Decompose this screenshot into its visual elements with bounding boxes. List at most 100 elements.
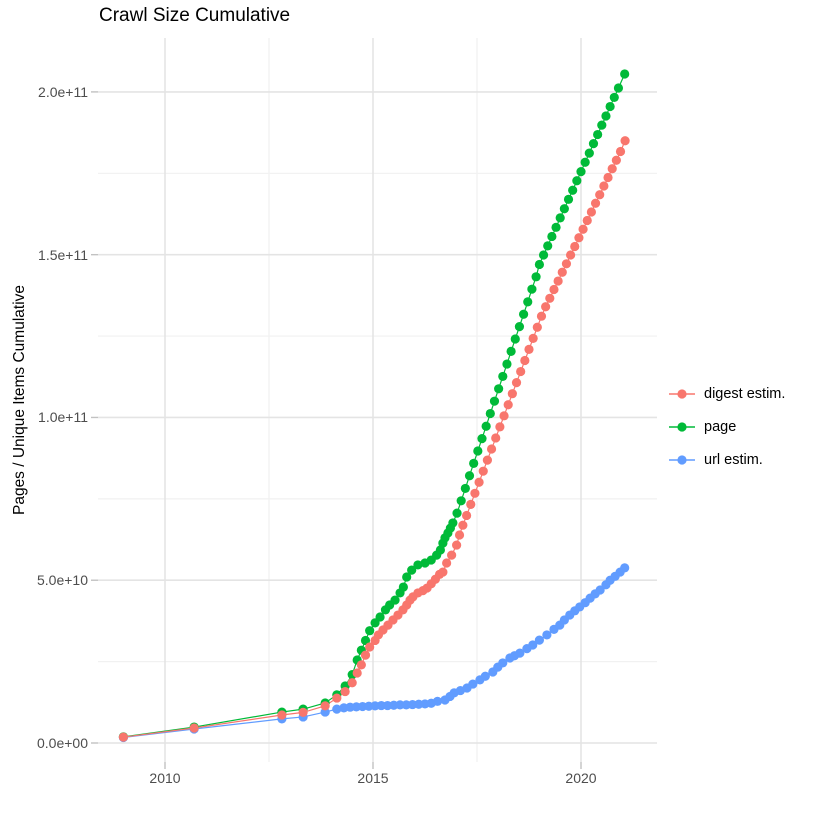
data-point [456, 496, 466, 506]
data-point [590, 198, 601, 208]
data-point [601, 111, 611, 121]
data-point [620, 563, 630, 573]
data-point [438, 567, 448, 577]
data-point [559, 204, 569, 214]
data-point [561, 259, 572, 269]
data-point [570, 241, 580, 252]
data-point [609, 92, 619, 103]
data-point [491, 433, 501, 443]
data-point [578, 224, 588, 234]
legend-key-icon [669, 388, 695, 399]
data-point [442, 558, 452, 568]
series-points-urlestim [118, 563, 630, 743]
data-point [498, 658, 508, 668]
data-point [452, 540, 462, 550]
data-point [462, 510, 472, 521]
x-tick-label: 2020 [565, 770, 597, 786]
data-point [356, 660, 366, 670]
data-point [576, 167, 586, 177]
data-point [607, 164, 617, 174]
data-point [528, 333, 538, 343]
data-point [277, 710, 287, 720]
data-point [320, 701, 330, 711]
data-point [536, 311, 547, 321]
x-tick-label: 2015 [357, 770, 389, 786]
data-point [365, 642, 375, 652]
data-point [486, 444, 497, 454]
legend-key-icon [669, 454, 695, 465]
legend-key-icon [669, 421, 695, 432]
legend-label: page [704, 418, 737, 435]
data-point [557, 267, 567, 277]
legend-label: digest estim. [704, 385, 786, 402]
legend-label: url estim. [704, 451, 763, 468]
data-point [574, 233, 584, 243]
data-point [547, 231, 557, 242]
data-point [398, 582, 408, 592]
data-point [402, 572, 412, 582]
data-point [523, 297, 533, 307]
data-point [611, 155, 621, 165]
data-point [507, 389, 517, 399]
data-point [432, 696, 443, 706]
legend-item-urlestim: url estim. [669, 443, 785, 476]
data-point [298, 707, 308, 717]
y-tick-label: 2.0e+11 [38, 83, 88, 100]
data-point [360, 635, 371, 646]
data-point [551, 222, 561, 232]
data-point [452, 508, 462, 518]
data-point [605, 101, 615, 112]
data-point [489, 396, 500, 406]
data-point [572, 176, 582, 186]
data-point [340, 686, 350, 697]
data-point [553, 276, 563, 286]
data-point [478, 466, 488, 476]
data-point [482, 455, 492, 465]
data-point [549, 284, 559, 295]
x-tick-label: 2010 [149, 770, 181, 786]
data-point [534, 259, 545, 270]
data-point [593, 129, 603, 140]
data-point [332, 693, 342, 703]
data-point [555, 213, 565, 223]
data-point [503, 400, 513, 410]
data-point [580, 157, 590, 167]
data-point [524, 344, 534, 355]
data-point [582, 215, 592, 226]
data-point [447, 550, 457, 560]
y-tick-label: 1.0e+11 [38, 409, 88, 426]
data-point [360, 650, 371, 660]
chart-title: Crawl Size Cumulative [99, 5, 291, 26]
data-point [332, 704, 342, 714]
data-point [597, 120, 607, 130]
data-point [531, 272, 541, 282]
data-point [365, 626, 375, 636]
series-points-page [118, 69, 630, 742]
data-point [189, 723, 199, 733]
data-point [545, 293, 555, 303]
data-point [485, 408, 495, 419]
series-points-digestestim [118, 136, 630, 742]
data-point [599, 181, 609, 191]
series-line-digestestim [123, 140, 626, 738]
data-point [542, 630, 552, 640]
data-point [510, 334, 520, 344]
series-line-urlestim [123, 567, 626, 739]
data-point [480, 671, 490, 681]
data-point [470, 488, 480, 498]
data-point [347, 678, 357, 688]
data-point [615, 146, 626, 157]
data-point [532, 322, 542, 332]
data-point [586, 207, 597, 217]
data-point [568, 185, 578, 195]
data-point [518, 309, 529, 319]
data-point [563, 194, 574, 204]
data-point [481, 421, 491, 431]
data-point [584, 148, 594, 158]
legend-item-digestestim: digest estim. [669, 377, 785, 410]
data-point [458, 520, 468, 530]
data-point [118, 732, 128, 742]
data-point [527, 284, 537, 294]
y-tick-label: 5.0e+10 [37, 572, 88, 589]
